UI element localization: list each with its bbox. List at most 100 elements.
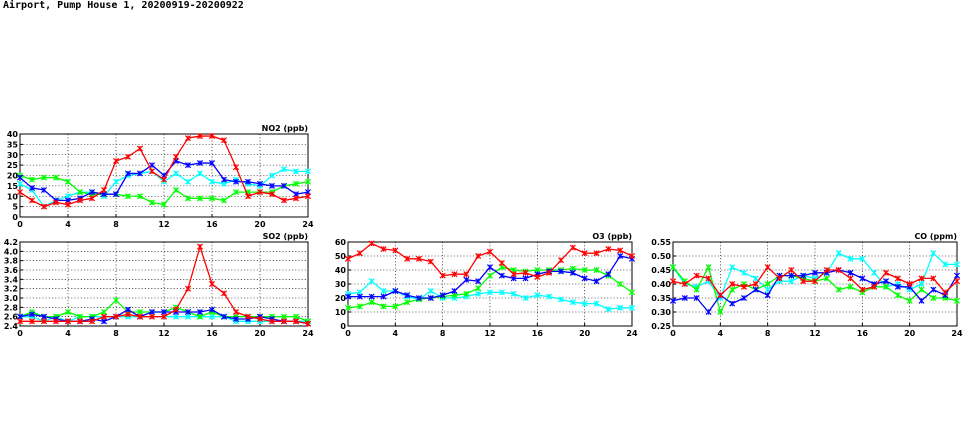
- o3-data-point: [534, 273, 541, 281]
- o3-data-point: [498, 259, 505, 267]
- no2-data-point: [28, 184, 36, 191]
- so2-data-point: [220, 313, 228, 320]
- co-data-point: [752, 280, 759, 288]
- no2-data-point: [16, 174, 24, 181]
- no2-data-point: [136, 193, 144, 200]
- no2-data-point: [232, 164, 240, 171]
- co-data-point: [740, 269, 748, 276]
- no2-ytick-label: 20: [7, 172, 19, 181]
- so2-ytick-label: 3.2: [4, 285, 18, 294]
- so2-ytick-label: 2.4: [4, 322, 19, 331]
- so2-ytick-label: 4.0: [4, 247, 19, 256]
- no2-data-point: [304, 168, 312, 175]
- o3-data-point: [463, 271, 470, 278]
- o3-data-point: [522, 269, 529, 276]
- so2-xtick-label: 24: [302, 329, 314, 338]
- co-xtick-label: 0: [670, 329, 676, 338]
- o3-data-point: [534, 292, 541, 299]
- co-ytick-label: 0.40: [651, 280, 671, 289]
- o3-xtick-label: 12: [484, 329, 495, 338]
- so2-data-point: [196, 243, 204, 250]
- so2-data-point: [88, 318, 96, 325]
- co-data-point: [894, 283, 901, 290]
- o3-data-point: [451, 287, 458, 295]
- co-data-point: [740, 294, 748, 302]
- co-data-point: [906, 297, 913, 304]
- so2-data-point: [184, 313, 192, 320]
- o3-data-point: [628, 289, 636, 296]
- no2-data-point: [112, 191, 120, 198]
- o3-data-point: [617, 280, 624, 288]
- o3-xtick-label: 4: [393, 329, 399, 338]
- so2-ytick-label: 4.2: [4, 238, 18, 247]
- o3-xtick-label: 20: [579, 329, 591, 338]
- co-xtick-label: 20: [904, 329, 916, 338]
- co-data-point: [953, 261, 961, 268]
- o3-data-point: [569, 269, 576, 276]
- co-data-point: [871, 269, 878, 276]
- no2-data-point: [232, 189, 240, 196]
- co-data-point: [811, 278, 819, 285]
- so2-data-point: [232, 315, 240, 323]
- o3-data-point: [546, 269, 553, 276]
- co-data-point: [740, 283, 748, 290]
- co-xtick-label: 16: [857, 329, 869, 338]
- o3-data-point: [557, 268, 565, 275]
- so2-xtick-label: 12: [158, 329, 169, 338]
- so2-data-point: [100, 313, 108, 320]
- o3-data-point: [569, 299, 576, 306]
- chart-co: 0 4 8 12 16 20 24 0.25 0.30 0.35 0.40 0.45 0.50 0.55 C…: [651, 232, 963, 338]
- o3-data-point: [475, 290, 482, 297]
- o3-data-point: [463, 276, 470, 283]
- o3-data-point: [605, 306, 612, 313]
- no2-data-point: [304, 178, 312, 185]
- co-data-point: [882, 269, 890, 276]
- o3-xtick-label: 24: [626, 329, 638, 338]
- o3-data-point: [510, 290, 517, 297]
- o3-xtick-label: 8: [440, 329, 446, 338]
- so2-data-point: [16, 318, 24, 325]
- so2-data-point: [208, 306, 216, 313]
- co-series-line: [672, 252, 957, 300]
- so2-data-point: [208, 280, 216, 288]
- o3-data-point: [392, 247, 399, 254]
- o3-data-point: [380, 293, 387, 300]
- o3-data-point: [593, 266, 600, 274]
- no2-data-point: [196, 133, 204, 140]
- so2-xtick-label: 20: [254, 329, 266, 338]
- o3-data-point: [546, 293, 553, 300]
- so2-ytick-label: 2.8: [4, 303, 19, 312]
- o3-ytick-label: 0: [340, 322, 346, 331]
- co-data-point: [693, 294, 700, 302]
- no2-data-point: [52, 174, 60, 181]
- so2-data-point: [28, 318, 36, 325]
- co-data-point: [847, 269, 854, 276]
- co-data-point: [953, 272, 961, 279]
- co-data-point: [764, 292, 771, 299]
- no2-data-point: [244, 178, 252, 185]
- so2-data-point: [184, 285, 192, 292]
- o3-data-point: [581, 266, 588, 274]
- o3-data-point: [522, 275, 529, 282]
- co-data-point: [930, 294, 937, 302]
- so2-xtick-label: 16: [206, 329, 218, 338]
- o3-data-point: [380, 303, 387, 310]
- o3-data-point: [427, 258, 434, 265]
- co-data-point: [788, 266, 795, 274]
- o3-data-point: [486, 289, 494, 296]
- o3-data-point: [593, 300, 600, 307]
- no2-data-point: [28, 176, 36, 183]
- so2-data-point: [292, 318, 300, 325]
- o3-ytick-label: 10: [335, 308, 347, 317]
- o3-data-point: [498, 289, 505, 296]
- o3-ytick-label: 60: [335, 238, 347, 247]
- no2-xtick-label: 8: [113, 220, 119, 229]
- no2-data-point: [292, 180, 300, 187]
- no2-data-point: [88, 195, 96, 202]
- no2-ytick-label: 5: [12, 203, 18, 212]
- co-data-point: [776, 275, 783, 282]
- o3-data-point: [581, 275, 588, 282]
- o3-data-point: [344, 304, 352, 311]
- so2-data-point: [196, 308, 204, 316]
- co-data-point: [859, 255, 866, 262]
